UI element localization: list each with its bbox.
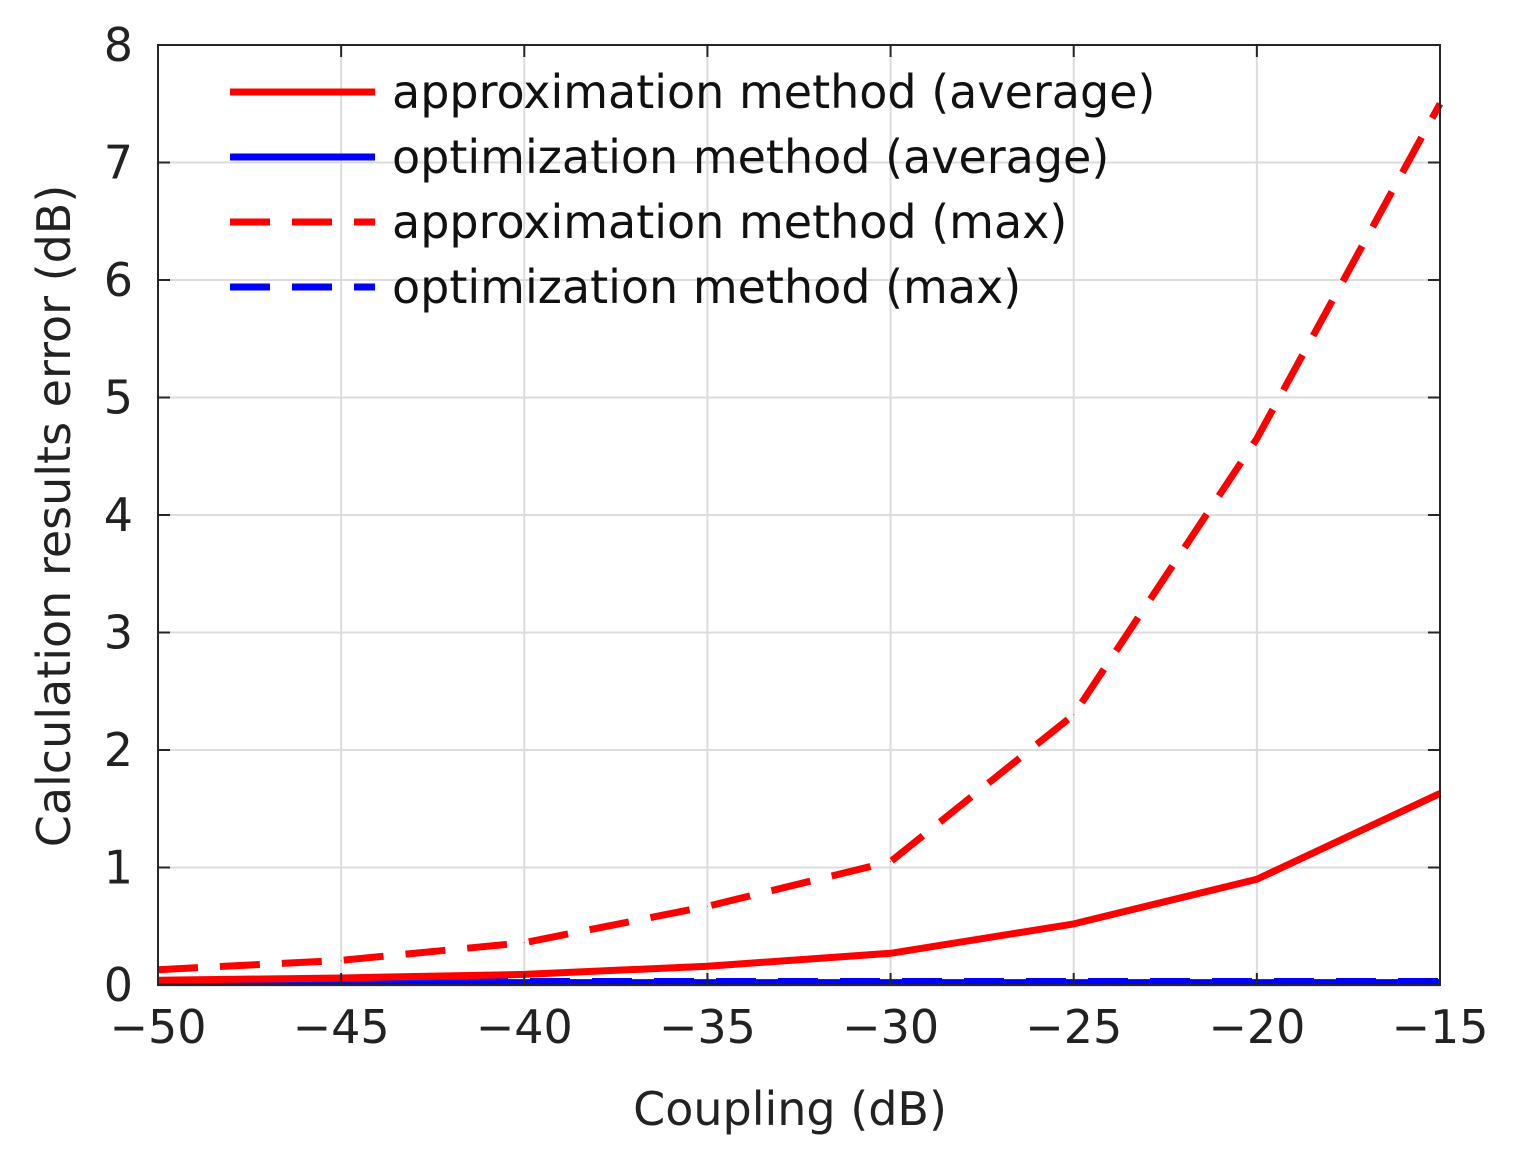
legend-label-2: approximation method (max) bbox=[392, 195, 1067, 249]
data-point bbox=[706, 905, 708, 907]
y-tick-label: 1 bbox=[104, 841, 133, 895]
y-tick-label: 2 bbox=[104, 723, 133, 777]
data-point bbox=[890, 952, 892, 954]
data-point bbox=[523, 942, 525, 944]
x-tick-label: −35 bbox=[659, 1000, 756, 1054]
data-point bbox=[340, 959, 342, 961]
legend-label-0: approximation method (average) bbox=[392, 65, 1155, 119]
legend-label-1: optimization method (average) bbox=[392, 130, 1109, 184]
y-tick-label: 3 bbox=[104, 606, 133, 660]
legend-label-3: optimization method (max) bbox=[392, 260, 1021, 314]
y-tick-label: 4 bbox=[104, 488, 133, 542]
x-tick-label: −15 bbox=[1391, 1000, 1488, 1054]
x-tick-label: −50 bbox=[109, 1000, 206, 1054]
x-tick-label: −25 bbox=[1025, 1000, 1122, 1054]
data-point bbox=[1073, 714, 1075, 716]
series-line-0 bbox=[157, 790, 1442, 984]
y-tick-label: 8 bbox=[104, 18, 133, 72]
x-tick-label: −20 bbox=[1208, 1000, 1305, 1054]
series-layer bbox=[157, 102, 1444, 987]
data-point bbox=[1073, 923, 1075, 925]
data-point bbox=[1256, 878, 1258, 880]
ticks: −50 −45 −40 −35 −30 −25 −20 −15 0 1 2 3 4 5 6 7 8 bbox=[104, 18, 1489, 1054]
y-axis-title: Calculation results error (dB) bbox=[27, 185, 81, 848]
data-point bbox=[1256, 438, 1258, 440]
series-line-2 bbox=[157, 102, 1444, 974]
x-tick-label: −40 bbox=[476, 1000, 573, 1054]
y-tick-label: 5 bbox=[104, 371, 133, 425]
grid bbox=[157, 44, 1441, 986]
x-tick-label: −30 bbox=[842, 1000, 939, 1054]
legend: approximation method (average) optimizati… bbox=[230, 65, 1155, 314]
y-tick-label: 7 bbox=[104, 136, 133, 190]
data-point bbox=[706, 965, 708, 967]
x-tick-label: −45 bbox=[293, 1000, 390, 1054]
y-tick-label: 6 bbox=[104, 253, 133, 307]
data-point bbox=[890, 861, 892, 863]
x-axis-title: Coupling (dB) bbox=[633, 1082, 947, 1136]
y-tick-label: 0 bbox=[104, 958, 133, 1012]
